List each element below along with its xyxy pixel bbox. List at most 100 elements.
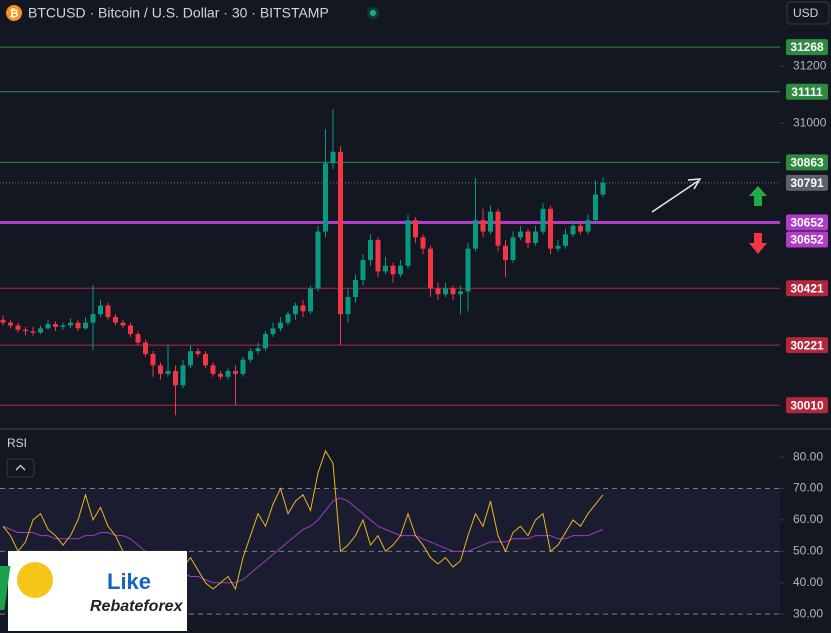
candle-body	[53, 324, 58, 327]
candle-body	[293, 305, 298, 315]
level-label-box	[786, 231, 828, 248]
candle-body	[555, 245, 561, 249]
level-label-box	[786, 83, 828, 100]
candle-body	[180, 365, 186, 386]
candle-body	[30, 331, 36, 333]
candle-body	[203, 353, 208, 366]
coin-glyph: ₿	[10, 8, 19, 20]
level-label: 31268	[790, 40, 824, 54]
candle-body	[570, 225, 576, 235]
rsi-line	[2, 497, 604, 584]
level-label-box	[786, 39, 828, 56]
candle-body	[218, 373, 223, 377]
collapse-icon	[15, 464, 26, 471]
candle-body	[225, 371, 231, 377]
candle-body	[128, 325, 133, 335]
level-label: 31111	[791, 85, 823, 99]
y-tick-label: 31000	[793, 116, 827, 130]
candle-body	[420, 237, 426, 249]
indicator-title: RSI	[7, 436, 27, 450]
watermark-line2: Rebateforex	[90, 598, 184, 615]
y-tick-label: 70.00	[793, 481, 823, 495]
candle-body	[233, 371, 238, 374]
candle-body	[563, 234, 568, 246]
candle-body	[75, 322, 81, 329]
candle-body	[465, 248, 471, 292]
candle-body	[360, 260, 366, 280]
level-label: 30863	[790, 156, 824, 170]
candle-body	[45, 324, 51, 329]
arrow-head	[687, 178, 702, 190]
candle-body	[38, 328, 43, 333]
candle-body	[285, 314, 291, 323]
candle-body	[525, 231, 531, 243]
down-arrow	[749, 233, 767, 254]
candle-body	[435, 288, 441, 295]
level-label-box	[786, 154, 828, 171]
level-label-box	[786, 397, 828, 414]
candle-body	[68, 322, 73, 326]
candle-body	[323, 163, 328, 232]
candle-body	[15, 325, 21, 330]
candle-body	[495, 211, 501, 246]
candle-body	[165, 371, 171, 374]
status-dot	[370, 10, 376, 16]
candle-body	[443, 288, 448, 295]
candle-body	[450, 288, 456, 295]
candle-body	[488, 211, 493, 232]
candle-body	[23, 329, 28, 332]
candle-body	[330, 151, 336, 164]
candle-body	[195, 351, 201, 354]
level-label: 30652	[790, 216, 824, 230]
candle-body	[405, 220, 411, 266]
candle-body	[263, 334, 268, 349]
watermark-emoji	[17, 562, 53, 598]
candle-body	[90, 314, 96, 323]
candle-body	[60, 325, 66, 327]
level-label: 30421	[790, 281, 824, 295]
candle-body	[518, 231, 523, 238]
candle-body	[390, 265, 396, 275]
candle-body	[578, 225, 583, 232]
candle-body	[480, 220, 486, 232]
y-tick-label: 31200	[793, 59, 827, 73]
candle-body	[345, 297, 351, 315]
level-label: 30221	[790, 338, 824, 352]
candle-body	[338, 151, 343, 315]
candle-body	[383, 265, 388, 272]
candle-body	[375, 240, 381, 272]
candle-body	[413, 220, 418, 238]
candle-body	[255, 348, 261, 352]
candle-body	[210, 365, 216, 374]
candle-body	[473, 220, 478, 249]
candle-body	[540, 208, 546, 232]
candle-body	[278, 322, 283, 329]
level-label-box	[786, 337, 828, 354]
y-tick-label: 60.00	[793, 512, 823, 526]
up-arrow	[749, 186, 767, 206]
level-label-box	[786, 174, 828, 191]
currency-button[interactable]	[786, 1, 830, 25]
candle-body	[158, 365, 163, 374]
candle-body	[510, 237, 516, 261]
candle-body	[173, 371, 178, 386]
candle-body	[143, 342, 148, 354]
candle-body	[398, 265, 403, 275]
candle-body	[428, 248, 433, 289]
candle-body	[585, 220, 591, 232]
candle-body	[503, 245, 508, 261]
candle-body	[188, 351, 193, 366]
candle-body	[300, 305, 306, 312]
candle-body	[105, 305, 111, 317]
candle-body	[8, 322, 13, 326]
collapse-button[interactable]	[6, 458, 35, 478]
candle-body	[368, 240, 373, 261]
candle-body	[600, 182, 606, 195]
candle-body	[548, 208, 553, 249]
candle-body	[248, 351, 253, 360]
level-label-box	[786, 280, 828, 297]
arrow	[651, 180, 699, 213]
